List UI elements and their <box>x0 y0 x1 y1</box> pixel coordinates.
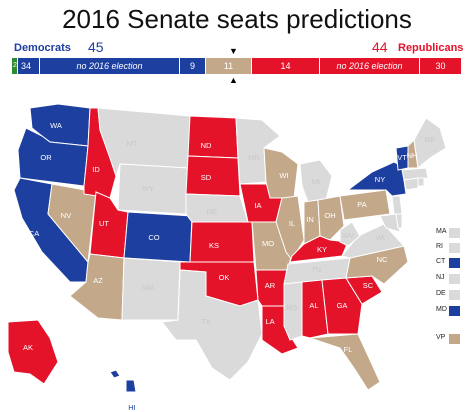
label-nm: NM <box>142 283 154 292</box>
state-nd <box>187 115 239 159</box>
seat-bar-segment-rep-up: 14 <box>252 58 320 74</box>
label-ut: UT <box>99 219 109 228</box>
state-ri <box>417 177 425 187</box>
label-va: VA <box>375 233 384 242</box>
label-id: ID <box>92 165 100 174</box>
label-ne: NE <box>207 207 217 216</box>
legend-label: NJ <box>436 274 445 281</box>
label-mo: MO <box>262 239 274 248</box>
label-wi: WI <box>279 171 288 180</box>
legend-label: DE <box>436 290 446 297</box>
state-ct <box>403 177 419 191</box>
republicans-label: Republicans <box>398 42 464 54</box>
state-ga <box>321 277 363 335</box>
legend-swatch <box>449 306 460 316</box>
label-la: LA <box>265 317 274 326</box>
seat-bar-segment-rep-safe: 30 <box>420 58 462 74</box>
state-ma <box>401 167 429 181</box>
legend-label: MD <box>436 306 447 313</box>
label-mt: MT <box>127 139 138 148</box>
legend-label: VP <box>436 334 446 341</box>
state-wv <box>339 221 361 247</box>
state-ky <box>289 235 349 263</box>
legend-swatch <box>449 274 460 284</box>
label-fl: FL <box>344 345 353 354</box>
legend-swatch <box>449 258 460 268</box>
legend-label: MA <box>436 228 447 235</box>
label-in: IN <box>306 215 314 224</box>
label-wv: WV <box>342 231 354 240</box>
seat-bar-segment-dem-none: no 2016 election <box>40 58 180 74</box>
label-oh: OH <box>324 211 335 220</box>
label-wy: WY <box>142 184 154 193</box>
seat-bar-segment-vp: 11 <box>206 58 252 74</box>
label-az: AZ <box>93 276 103 285</box>
label-al: AL <box>309 301 318 310</box>
label-ga: GA <box>337 301 348 310</box>
state-md <box>379 213 401 233</box>
label-ok: OK <box>219 273 230 282</box>
state-hi-big-island <box>125 379 137 393</box>
label-nc: NC <box>377 255 388 264</box>
state-al <box>301 279 329 339</box>
state-nj <box>391 195 403 215</box>
label-co: CO <box>148 233 159 242</box>
label-ca: CA <box>29 229 39 238</box>
label-mn: MN <box>248 153 260 162</box>
label-nv: NV <box>61 211 71 220</box>
chart-title: 2016 Senate seats predictions <box>62 4 412 34</box>
label-ky: KY <box>317 245 327 254</box>
label-me: ME <box>424 135 435 144</box>
label-nd: ND <box>201 141 212 150</box>
state-ks <box>189 221 255 263</box>
label-sc: SC <box>363 281 374 290</box>
label-vt: VT <box>397 153 407 162</box>
seat-bar-segment-dem-up: 9 <box>180 58 206 74</box>
state-fl <box>309 333 381 391</box>
majority-marker-bottom: ▲ <box>229 75 238 85</box>
state-me <box>413 117 447 169</box>
legend-swatch <box>449 228 460 238</box>
label-sd: SD <box>201 173 212 182</box>
label-ny: NY <box>375 175 385 184</box>
seat-bar: 2 34 no 2016 election 9 11 14 no 2016 election… <box>12 58 462 74</box>
majority-marker-top: ▼ <box>229 46 238 56</box>
state-hi <box>109 369 121 379</box>
label-pa: PA <box>357 200 366 209</box>
state-pa <box>339 189 391 221</box>
seat-bar-segment-ind: 2 <box>12 58 18 74</box>
legend-swatch <box>449 334 460 344</box>
seat-bar-segment-dem-safe: 34 <box>18 58 40 74</box>
state-ak <box>7 319 59 385</box>
label-ar: AR <box>265 281 276 290</box>
label-or: OR <box>40 153 52 162</box>
label-wa: WA <box>50 121 62 130</box>
state-sd <box>185 155 241 197</box>
label-ak: AK <box>23 343 33 352</box>
state-tx <box>161 269 263 381</box>
label-il: IL <box>289 219 295 228</box>
label-ks: KS <box>209 241 219 250</box>
label-hi: HI <box>128 403 136 412</box>
legend-label: RI <box>436 243 443 250</box>
label-mi: MI <box>312 177 320 186</box>
legend-swatch <box>449 243 460 253</box>
state-ms <box>283 281 303 341</box>
legend-swatch <box>449 290 460 300</box>
label-tn: TN <box>311 265 321 274</box>
label-tx: TX <box>201 317 211 326</box>
democrats-seats: 45 <box>88 39 104 55</box>
label-nh: NH <box>407 151 418 160</box>
republicans-seats: 44 <box>372 39 388 55</box>
democrats-label: Democrats <box>14 42 71 54</box>
label-ms: MS <box>286 303 297 312</box>
label-ia: IA <box>254 201 261 210</box>
state-oh <box>317 195 345 241</box>
seat-bar-segment-rep-none: no 2016 election <box>320 58 420 74</box>
legend-label: CT <box>436 258 446 265</box>
